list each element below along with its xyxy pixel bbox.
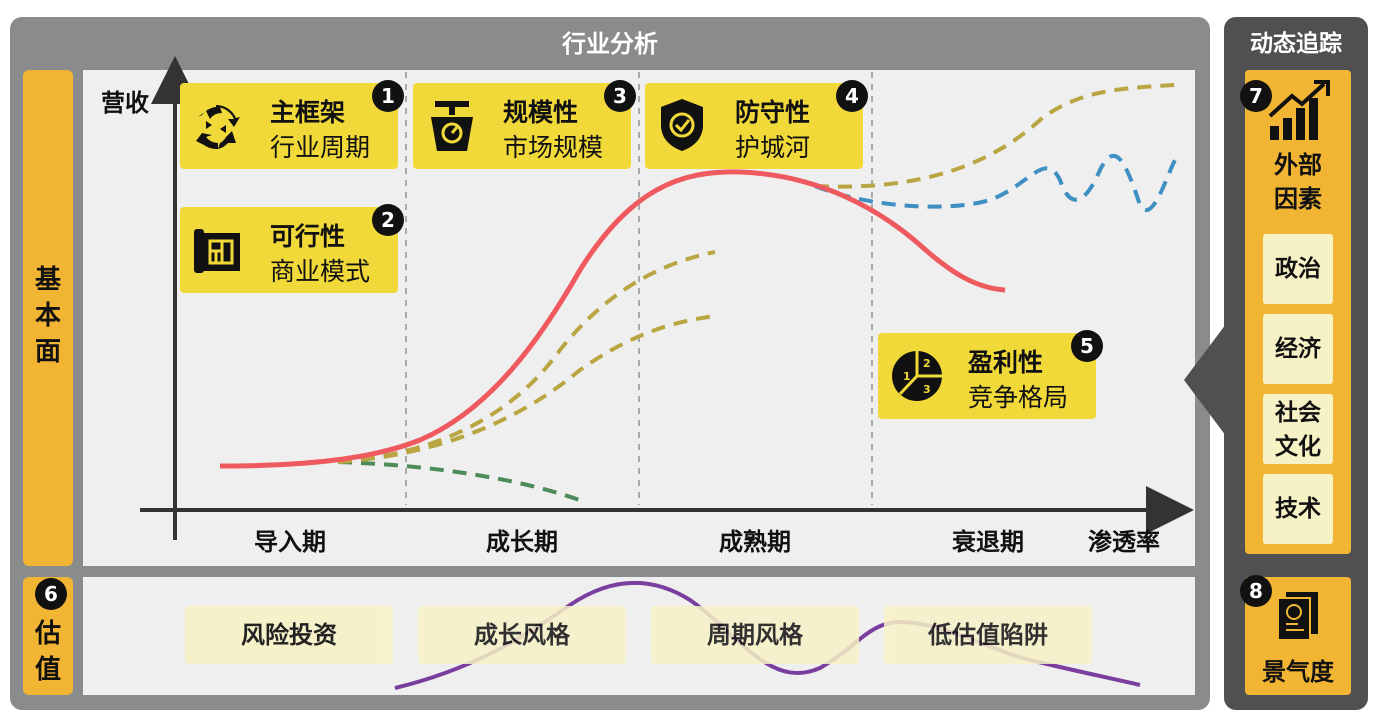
svg-text:2: 2 (923, 357, 931, 370)
card-number-badge: 2 (372, 204, 404, 236)
x-axis-label: 渗透率 (1088, 528, 1160, 556)
svg-text:1: 1 (903, 370, 911, 383)
valuation-badge: 6 (35, 578, 67, 610)
stage-introduction: 导入期 (254, 528, 326, 556)
growth-branch-curve (337, 314, 716, 464)
stage-maturity: 成熟期 (719, 528, 791, 556)
card-subtitle: 商业模式 (270, 257, 371, 286)
card-number-badge: 1 (372, 80, 404, 112)
recycle-arrows-icon (196, 105, 240, 150)
card-number-badge: 3 (604, 80, 636, 112)
card-defensiveness: 防守性 护城河 (645, 83, 863, 169)
card-scale: 规模性 市场规模 (413, 83, 631, 169)
dynamic-tracking-title: 动态追踪 (1250, 31, 1342, 57)
pointer-triangle (1184, 324, 1226, 436)
factor-technology: 技术 (1263, 474, 1333, 544)
card-title: 盈利性 (968, 348, 1044, 377)
factor-economy: 经济 (1263, 314, 1333, 384)
y-axis-label: 营收 (101, 89, 149, 117)
valuation-label: 估值 (34, 619, 61, 685)
factor-politics: 政治 (1263, 234, 1333, 304)
report-document-icon (1277, 592, 1318, 641)
card-number-badge: 5 (1071, 330, 1103, 362)
industry-analysis-title: 行业分析 (562, 30, 658, 58)
prosperity-badge: 8 (1240, 575, 1272, 607)
external-factors-box (1245, 70, 1351, 554)
fundamentals-bar (23, 70, 73, 566)
valuation-style-value-trap: 低估值陷阱 (884, 606, 1092, 664)
valuation-style-growth: 成长风格 (418, 606, 626, 664)
card-title: 防守性 (735, 98, 811, 127)
external-factors-badge: 7 (1240, 80, 1272, 112)
fundamentals-label: 基本面 (34, 265, 61, 367)
renewal-curve (814, 83, 1176, 189)
valuation-style-venture: 风险投资 (185, 606, 393, 664)
card-title: 主框架 (270, 98, 346, 127)
card-subtitle: 市场规模 (503, 133, 604, 162)
industry-lifecycle-curve (219, 169, 1006, 469)
card-subtitle: 竞争格局 (968, 383, 1069, 412)
stage-decline: 衰退期 (952, 528, 1024, 556)
card-number-badge: 4 (836, 80, 868, 112)
card-subtitle: 行业周期 (270, 133, 371, 162)
pie-ranking-icon: 1 2 3 (892, 351, 942, 401)
card-feasibility: 可行性 商业模式 (180, 207, 398, 293)
card-title: 规模性 (503, 98, 579, 127)
prosperity-title: 景气度 (1262, 658, 1334, 686)
growth-branch-curve (337, 250, 716, 464)
card-profitability: 1 2 3 盈利性 竞争格局 (878, 333, 1096, 419)
valuation-style-cyclical: 周期风格 (651, 606, 859, 664)
external-factors-title: 外部 因素 (1274, 151, 1322, 213)
shield-check-icon (661, 99, 703, 151)
failure-curve (337, 460, 586, 504)
svg-text:3: 3 (923, 383, 931, 396)
growth-chart-icon (1268, 80, 1330, 140)
card-main-framework: 主框架 行业周期 (180, 83, 398, 169)
card-title: 可行性 (270, 222, 346, 251)
factor-society-culture: 社会 文化 (1263, 394, 1333, 464)
scale-icon (431, 101, 473, 151)
blueprint-icon (194, 229, 240, 273)
card-subtitle: 护城河 (735, 133, 811, 162)
stage-growth: 成长期 (486, 528, 558, 556)
volatile-curve (814, 153, 1177, 212)
